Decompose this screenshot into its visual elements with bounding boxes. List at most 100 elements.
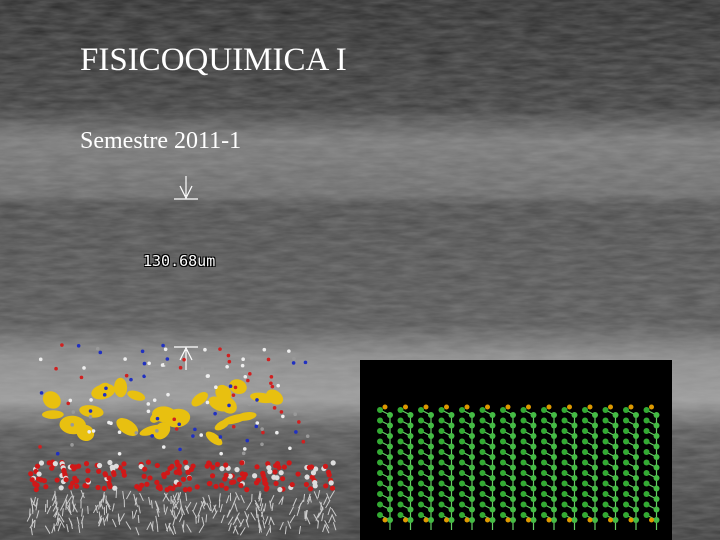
shape	[530, 475, 537, 481]
shape	[76, 424, 95, 442]
shape	[269, 494, 275, 504]
shape	[407, 433, 414, 439]
shape	[331, 507, 337, 517]
shape	[104, 386, 108, 391]
shape	[297, 420, 301, 424]
shape	[561, 449, 568, 455]
shape	[407, 464, 414, 471]
shape	[199, 500, 205, 510]
shape	[191, 434, 195, 438]
shape	[500, 407, 506, 413]
shape	[53, 508, 59, 518]
shape	[541, 407, 547, 413]
shape	[653, 496, 660, 502]
shape	[510, 422, 516, 429]
shape	[291, 361, 296, 365]
shape	[653, 443, 660, 450]
shape	[612, 422, 619, 429]
shape	[438, 438, 445, 445]
shape	[186, 475, 193, 481]
shape	[377, 438, 383, 445]
shape	[241, 357, 245, 362]
shape	[113, 463, 119, 469]
shape	[241, 451, 246, 456]
shape	[239, 526, 246, 536]
shape	[245, 438, 250, 443]
shape	[469, 506, 475, 513]
shape	[428, 422, 434, 429]
shape	[326, 472, 332, 478]
shape	[387, 443, 393, 450]
shape	[261, 478, 268, 484]
shape	[203, 347, 207, 352]
shape	[305, 516, 311, 525]
shape	[26, 513, 32, 522]
shape	[269, 381, 273, 386]
shape	[623, 417, 629, 424]
shape	[150, 434, 154, 438]
shape	[407, 475, 414, 481]
shape	[294, 430, 298, 434]
shape	[438, 428, 445, 434]
shape	[98, 511, 101, 520]
shape	[232, 525, 237, 534]
shape	[387, 475, 393, 481]
shape	[248, 372, 252, 376]
shape	[209, 503, 212, 512]
shape	[324, 525, 330, 534]
shape	[469, 433, 475, 439]
shape	[271, 502, 274, 512]
shape	[428, 506, 434, 513]
shape	[407, 443, 414, 450]
shape	[55, 451, 60, 456]
shape	[240, 494, 245, 504]
shape	[143, 381, 148, 386]
shape	[320, 502, 322, 511]
shape	[270, 516, 275, 526]
shape	[43, 484, 49, 490]
shape	[205, 400, 210, 405]
shape	[102, 471, 108, 477]
shape	[485, 517, 490, 523]
shape	[397, 428, 404, 434]
shape	[231, 393, 236, 397]
shape	[551, 422, 557, 429]
shape	[612, 496, 619, 502]
shape	[469, 422, 475, 429]
shape	[198, 524, 205, 533]
shape	[633, 496, 639, 502]
shape	[313, 491, 318, 500]
shape	[592, 443, 598, 450]
shape	[150, 411, 163, 423]
shape	[377, 459, 383, 466]
shape	[561, 501, 568, 508]
shape	[448, 485, 455, 492]
shape	[479, 501, 486, 508]
shape	[161, 445, 166, 449]
shape	[288, 506, 294, 515]
scale-arrows	[174, 176, 198, 370]
shape	[199, 433, 204, 437]
shape	[227, 359, 232, 364]
shape	[438, 417, 445, 424]
shape	[271, 474, 277, 480]
shape	[571, 412, 578, 418]
shape	[206, 481, 212, 487]
shape	[602, 438, 609, 445]
shape	[29, 477, 35, 483]
shape	[397, 512, 404, 518]
shape	[500, 449, 506, 455]
shape	[184, 465, 190, 471]
shape	[520, 512, 527, 518]
shape	[309, 474, 315, 480]
shape	[139, 424, 163, 436]
shape	[397, 501, 404, 508]
shape	[571, 464, 578, 471]
shape	[623, 459, 629, 466]
shape	[231, 479, 237, 485]
shape	[397, 407, 404, 413]
shape	[167, 402, 172, 406]
shape	[170, 485, 176, 492]
shape	[255, 398, 259, 402]
shape	[54, 477, 60, 483]
